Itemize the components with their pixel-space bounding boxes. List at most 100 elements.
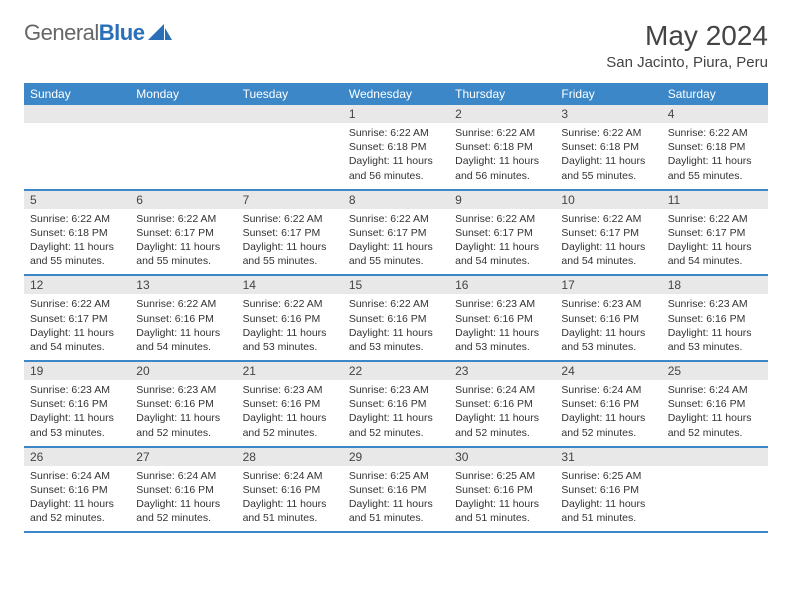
sunrise-line: Sunrise: 6:25 AM	[455, 469, 549, 483]
day-details	[24, 123, 130, 181]
day-details: Sunrise: 6:23 AMSunset: 6:16 PMDaylight:…	[449, 294, 555, 360]
day-cell-body: Sunrise: 6:23 AMSunset: 6:16 PMDaylight:…	[24, 380, 130, 446]
week-wrap: 19202122232425Sunrise: 6:23 AMSunset: 6:…	[24, 362, 768, 446]
day-details: Sunrise: 6:22 AMSunset: 6:18 PMDaylight:…	[449, 123, 555, 189]
logo: GeneralBlue	[24, 20, 172, 46]
sunset-line: Sunset: 6:18 PM	[668, 140, 762, 154]
day-header-row: Sunday Monday Tuesday Wednesday Thursday…	[24, 83, 768, 105]
daynum-row: 12131415161718	[24, 276, 768, 294]
daylight-line: Daylight: 11 hours and 52 minutes.	[243, 411, 337, 439]
day-number: 23	[449, 362, 555, 380]
day-number: 7	[237, 191, 343, 209]
day-number: 26	[24, 448, 130, 466]
week-row: 1234Sunrise: 6:22 AMSunset: 6:18 PMDayli…	[24, 105, 768, 191]
daybody-row: Sunrise: 6:22 AMSunset: 6:18 PMDaylight:…	[24, 209, 768, 275]
day-cell-body: Sunrise: 6:22 AMSunset: 6:17 PMDaylight:…	[343, 209, 449, 275]
day-number: 31	[555, 448, 661, 466]
sunrise-line: Sunrise: 6:23 AM	[30, 383, 124, 397]
sunrise-line: Sunrise: 6:24 AM	[30, 469, 124, 483]
sunset-line: Sunset: 6:17 PM	[136, 226, 230, 240]
sunset-line: Sunset: 6:17 PM	[455, 226, 549, 240]
day-cell-body	[237, 123, 343, 189]
daylight-line: Daylight: 11 hours and 53 minutes.	[349, 326, 443, 354]
day-details: Sunrise: 6:24 AMSunset: 6:16 PMDaylight:…	[24, 466, 130, 532]
day-cell-num: 27	[130, 448, 236, 466]
daylight-line: Daylight: 11 hours and 53 minutes.	[561, 326, 655, 354]
sunrise-line: Sunrise: 6:24 AM	[455, 383, 549, 397]
daylight-line: Daylight: 11 hours and 52 minutes.	[136, 497, 230, 525]
day-number: 1	[343, 105, 449, 123]
day-cell-body: Sunrise: 6:23 AMSunset: 6:16 PMDaylight:…	[130, 380, 236, 446]
day-cell-body: Sunrise: 6:22 AMSunset: 6:18 PMDaylight:…	[343, 123, 449, 189]
daynum-row: 1234	[24, 105, 768, 123]
sunset-line: Sunset: 6:16 PM	[136, 397, 230, 411]
day-cell-num: 5	[24, 191, 130, 209]
day-cell-body: Sunrise: 6:22 AMSunset: 6:17 PMDaylight:…	[130, 209, 236, 275]
sunset-line: Sunset: 6:17 PM	[243, 226, 337, 240]
week-row: 19202122232425Sunrise: 6:23 AMSunset: 6:…	[24, 362, 768, 448]
day-details: Sunrise: 6:23 AMSunset: 6:16 PMDaylight:…	[130, 380, 236, 446]
week-row: 12131415161718Sunrise: 6:22 AMSunset: 6:…	[24, 276, 768, 362]
day-cell-num: 26	[24, 448, 130, 466]
day-details: Sunrise: 6:22 AMSunset: 6:17 PMDaylight:…	[130, 209, 236, 275]
day-cell-body: Sunrise: 6:22 AMSunset: 6:16 PMDaylight:…	[237, 294, 343, 360]
sunset-line: Sunset: 6:17 PM	[561, 226, 655, 240]
day-cell-num: 14	[237, 276, 343, 294]
sunset-line: Sunset: 6:16 PM	[243, 483, 337, 497]
sunrise-line: Sunrise: 6:22 AM	[349, 297, 443, 311]
day-details: Sunrise: 6:25 AMSunset: 6:16 PMDaylight:…	[449, 466, 555, 532]
daynum-row: 19202122232425	[24, 362, 768, 380]
day-cell-num: 16	[449, 276, 555, 294]
week-wrap: 1234Sunrise: 6:22 AMSunset: 6:18 PMDayli…	[24, 105, 768, 189]
day-details: Sunrise: 6:22 AMSunset: 6:16 PMDaylight:…	[237, 294, 343, 360]
logo-text: GeneralBlue	[24, 20, 144, 46]
day-cell-body: Sunrise: 6:22 AMSunset: 6:17 PMDaylight:…	[24, 294, 130, 360]
sunrise-line: Sunrise: 6:25 AM	[349, 469, 443, 483]
day-details: Sunrise: 6:22 AMSunset: 6:16 PMDaylight:…	[343, 294, 449, 360]
day-number: 11	[662, 191, 768, 209]
day-number: 5	[24, 191, 130, 209]
daynum-row: 567891011	[24, 191, 768, 209]
day-number: 9	[449, 191, 555, 209]
day-number: 29	[343, 448, 449, 466]
weeks-container: 1234Sunrise: 6:22 AMSunset: 6:18 PMDayli…	[24, 105, 768, 533]
day-cell-num: 4	[662, 105, 768, 123]
day-cell-body: Sunrise: 6:25 AMSunset: 6:16 PMDaylight:…	[555, 466, 661, 532]
day-cell-body: Sunrise: 6:22 AMSunset: 6:16 PMDaylight:…	[343, 294, 449, 360]
day-cell-num: 13	[130, 276, 236, 294]
day-cell-num: 11	[662, 191, 768, 209]
daylight-line: Daylight: 11 hours and 54 minutes.	[30, 326, 124, 354]
sunrise-line: Sunrise: 6:22 AM	[455, 126, 549, 140]
day-number: 8	[343, 191, 449, 209]
calendar-page: GeneralBlue May 2024 San Jacinto, Piura,…	[0, 0, 792, 553]
day-cell-num: 20	[130, 362, 236, 380]
day-cell-num: 22	[343, 362, 449, 380]
day-cell-body: Sunrise: 6:22 AMSunset: 6:17 PMDaylight:…	[662, 209, 768, 275]
day-cell-num: 15	[343, 276, 449, 294]
sunrise-line: Sunrise: 6:23 AM	[455, 297, 549, 311]
day-number: 12	[24, 276, 130, 294]
day-details: Sunrise: 6:23 AMSunset: 6:16 PMDaylight:…	[555, 294, 661, 360]
day-cell-body: Sunrise: 6:23 AMSunset: 6:16 PMDaylight:…	[343, 380, 449, 446]
day-details: Sunrise: 6:22 AMSunset: 6:18 PMDaylight:…	[555, 123, 661, 189]
week-wrap: 12131415161718Sunrise: 6:22 AMSunset: 6:…	[24, 276, 768, 360]
day-cell-body: Sunrise: 6:23 AMSunset: 6:16 PMDaylight:…	[555, 294, 661, 360]
day-number: 19	[24, 362, 130, 380]
sunset-line: Sunset: 6:16 PM	[668, 312, 762, 326]
sunrise-line: Sunrise: 6:22 AM	[136, 212, 230, 226]
dayhead-mon: Monday	[130, 83, 236, 105]
daylight-line: Daylight: 11 hours and 53 minutes.	[30, 411, 124, 439]
day-number	[24, 105, 130, 109]
day-cell-num: 8	[343, 191, 449, 209]
day-cell-body: Sunrise: 6:25 AMSunset: 6:16 PMDaylight:…	[343, 466, 449, 532]
day-cell-body: Sunrise: 6:24 AMSunset: 6:16 PMDaylight:…	[24, 466, 130, 532]
day-cell-body: Sunrise: 6:23 AMSunset: 6:16 PMDaylight:…	[237, 380, 343, 446]
day-cell-body: Sunrise: 6:22 AMSunset: 6:17 PMDaylight:…	[449, 209, 555, 275]
day-details: Sunrise: 6:22 AMSunset: 6:17 PMDaylight:…	[24, 294, 130, 360]
daylight-line: Daylight: 11 hours and 54 minutes.	[136, 326, 230, 354]
day-number: 20	[130, 362, 236, 380]
day-cell-num: 23	[449, 362, 555, 380]
day-cell-body: Sunrise: 6:23 AMSunset: 6:16 PMDaylight:…	[449, 294, 555, 360]
dayhead-fri: Friday	[555, 83, 661, 105]
day-details	[130, 123, 236, 181]
